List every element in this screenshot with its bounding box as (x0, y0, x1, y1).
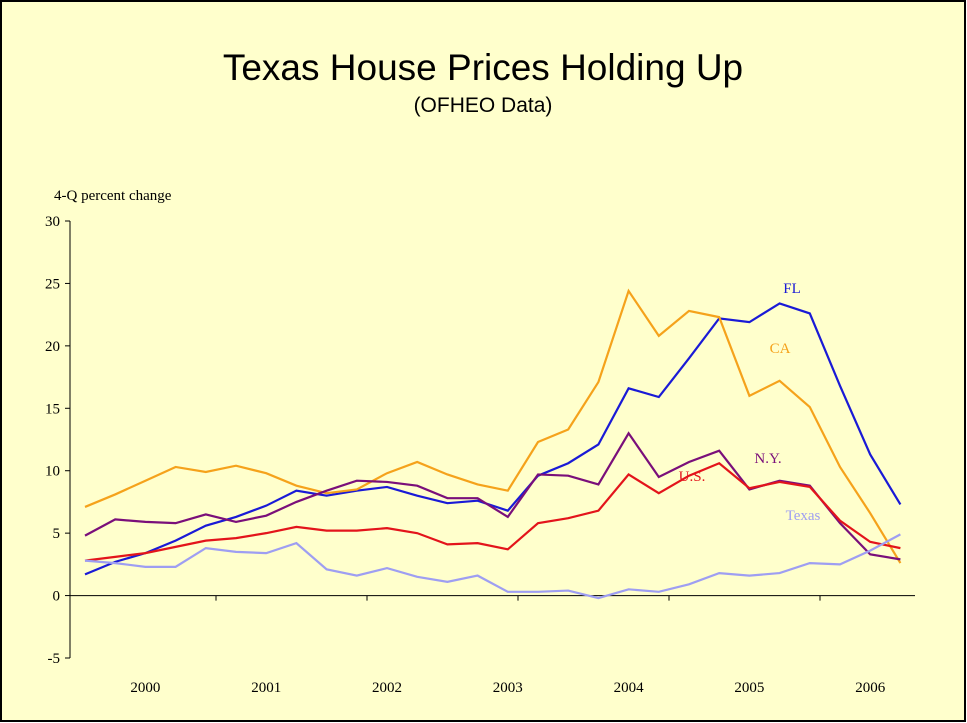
series-label: CA (770, 341, 791, 357)
x-tick-label: 2003 (493, 680, 523, 696)
x-tick-label: 2006 (855, 680, 886, 696)
y-tick-label: 10 (45, 464, 60, 480)
series-line (84, 533, 901, 600)
y-tick-label: 15 (45, 401, 60, 417)
series-label: N.Y. (754, 451, 781, 467)
series-line (84, 302, 902, 576)
chart-subtitle: (OFHEO Data) (414, 94, 553, 117)
series-line (84, 461, 901, 562)
series-label: FL (783, 281, 801, 297)
y-tick-label: 25 (45, 276, 60, 292)
x-tick-label: 2002 (372, 680, 402, 696)
y-tick-label: 20 (45, 339, 60, 355)
y-tick-label: -5 (48, 651, 61, 667)
y-tick-label: 5 (53, 526, 61, 542)
series-line (84, 288, 902, 564)
y-tick-label: 0 (53, 589, 61, 605)
series-label: U.S. (679, 469, 706, 485)
x-tick-label: 2004 (614, 680, 645, 696)
x-tick-label: 2001 (251, 680, 281, 696)
y-axis-label: 4-Q percent change (54, 188, 172, 204)
chart-title: Texas House Prices Holding Up (223, 47, 743, 88)
y-tick-label: 30 (45, 214, 60, 230)
x-tick-label: 2000 (130, 680, 160, 696)
x-tick-label: 2005 (734, 680, 764, 696)
series-label: Texas (786, 508, 821, 524)
